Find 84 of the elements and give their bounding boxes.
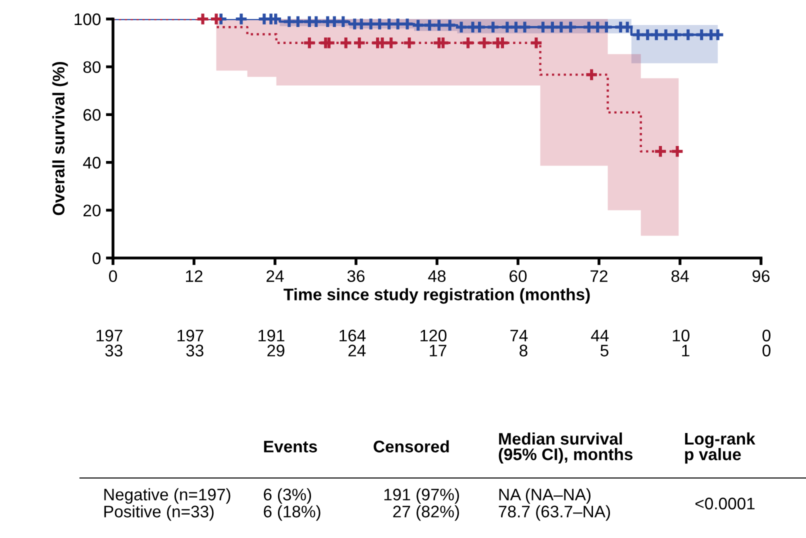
y-tick-label: 80 [83, 61, 101, 74]
text: Median survival (95% CI), months [498, 432, 633, 464]
point [600, 20, 614, 34]
point [584, 68, 598, 82]
text: Positive (n=33) [104, 505, 214, 521]
text: 29 [267, 344, 284, 356]
point [461, 36, 475, 50]
y-tick-label: 0 [92, 252, 101, 264]
point [336, 14, 350, 29]
point [620, 20, 634, 34]
point [291, 14, 305, 29]
x-tick-label: 48 [428, 270, 446, 282]
point [302, 36, 316, 50]
point [486, 20, 500, 34]
y-tick-label: 20 [83, 204, 101, 216]
x-tick-label: 24 [266, 270, 284, 282]
point [654, 144, 668, 158]
text: 164 [340, 330, 366, 342]
text: 0 [762, 344, 770, 356]
point [322, 36, 336, 50]
y-tick-label: 40 [83, 156, 101, 169]
text: Negative (n=197) [104, 488, 230, 504]
y-tick-label: 60 [84, 109, 101, 121]
text: 120 [420, 330, 446, 342]
x-tick-label: 36 [347, 270, 365, 282]
point [670, 144, 684, 158]
text: 78.7 (63.7–NA) [498, 505, 610, 521]
x-tick-label: 60 [510, 270, 527, 282]
x-tick-label: 0 [109, 270, 117, 282]
text: 197 [96, 330, 122, 342]
text: 24 [348, 344, 366, 356]
point [209, 12, 224, 26]
text: 5 [600, 344, 608, 356]
y-axis-title: Overall survival (%) [52, 62, 68, 216]
point [518, 20, 532, 34]
point [234, 12, 248, 26]
point [422, 18, 436, 32]
text: Censored [374, 440, 449, 452]
point [564, 20, 578, 34]
text: 33 [105, 344, 122, 356]
point [442, 18, 457, 32]
text: 197 [178, 330, 204, 342]
text: 191 (97%) [384, 488, 459, 504]
point [529, 36, 544, 50]
point [384, 36, 398, 50]
point [196, 12, 210, 26]
point [536, 20, 550, 34]
point [554, 20, 568, 34]
point [402, 36, 416, 50]
point [411, 18, 426, 32]
x-tick-label: 72 [590, 270, 608, 282]
text: 6 (18%) [264, 505, 320, 521]
text: 191 [258, 330, 284, 342]
x-tick-label: 12 [186, 270, 202, 282]
text: 33 [186, 344, 204, 356]
x-tick-label: 96 [752, 270, 770, 282]
text: 0 [762, 330, 770, 342]
text: NA (NA–NA) [499, 488, 591, 504]
point [669, 28, 683, 42]
text: 8 [520, 344, 528, 356]
x-tick-label: 84 [671, 270, 689, 282]
text: 44 [590, 330, 609, 342]
point [309, 14, 324, 29]
y-tick-label: 100 [74, 13, 101, 26]
text: Events [264, 440, 317, 452]
point [710, 28, 725, 42]
text: 10 [672, 330, 690, 342]
text: Log-rank p value [685, 432, 756, 464]
text: 17 [430, 344, 446, 356]
point [454, 20, 468, 34]
point [681, 28, 696, 42]
point [432, 18, 446, 32]
text: 27 (82%) [393, 505, 459, 521]
x-axis-title: Time since study registration (months) [284, 288, 590, 304]
point [352, 36, 366, 50]
text: 6 (3%) [264, 488, 312, 504]
point [338, 36, 353, 50]
point [477, 36, 492, 50]
text: <0.0001 [695, 498, 755, 510]
point [649, 28, 664, 42]
text: 1 [682, 344, 690, 356]
point [472, 20, 486, 34]
text: 74 [510, 330, 528, 342]
point [658, 28, 673, 42]
